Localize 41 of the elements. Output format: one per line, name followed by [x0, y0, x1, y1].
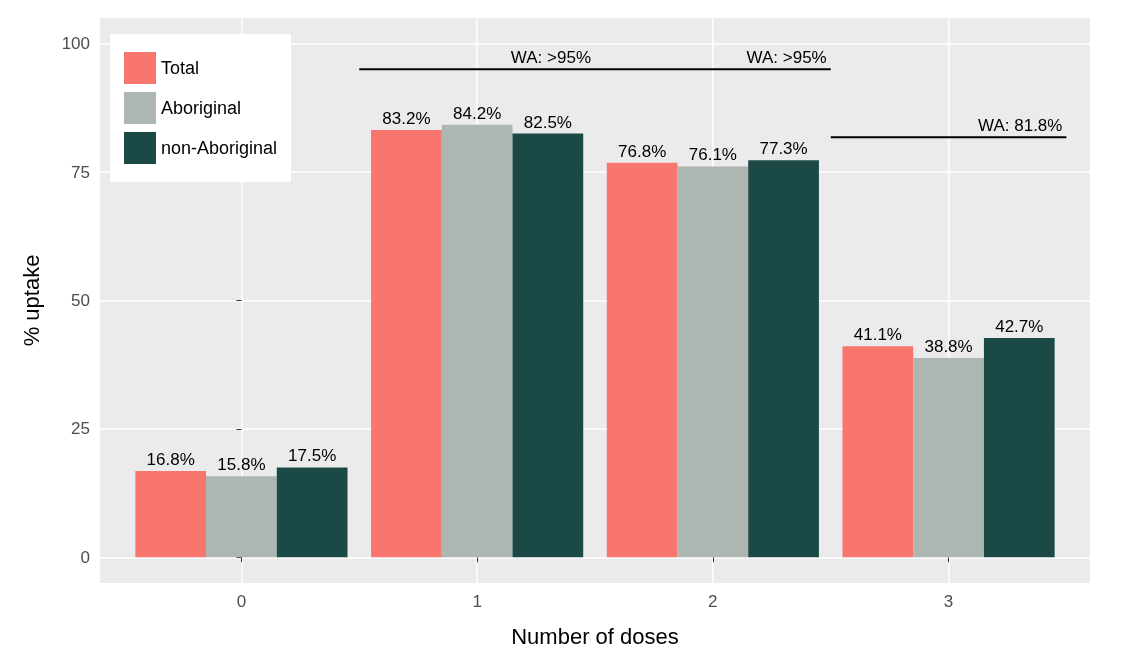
x-tick-label: 2 [708, 592, 718, 611]
y-tick-label: 25 [71, 419, 90, 439]
data-label: 84.2% [453, 103, 502, 123]
data-label: 76.8% [618, 141, 667, 161]
data-label: 76.1% [688, 145, 737, 165]
x-tick-label: 1 [472, 592, 482, 611]
legend-label: Aboriginal [161, 98, 242, 118]
legend-label: non-Aboriginal [161, 138, 278, 158]
x-axis-title: Number of doses [511, 623, 679, 649]
annotation: WA: >95% [746, 48, 827, 68]
y-tick-label: 50 [71, 291, 90, 310]
y-tick-label: 100 [61, 34, 90, 54]
y-tick-label: 0 [80, 547, 90, 567]
bar [512, 133, 584, 558]
bar [371, 129, 442, 558]
bar [606, 162, 678, 558]
data-label: 83.2% [382, 108, 431, 128]
bar [913, 358, 984, 558]
bar [206, 476, 277, 558]
data-label: 38.8% [924, 337, 973, 357]
x-tick-label: 0 [236, 592, 247, 611]
annotation: WA: >95% [510, 48, 591, 68]
legend-label: Total [161, 58, 200, 78]
annotation: WA: 81.8% [978, 116, 1063, 136]
data-label: 17.5% [288, 446, 337, 466]
bar [983, 338, 1055, 558]
bar [677, 166, 749, 558]
data-label: 82.5% [523, 112, 572, 132]
data-label: 42.7% [995, 317, 1044, 336]
y-axis-title: % uptake [18, 254, 44, 347]
data-label: 15.8% [217, 455, 266, 475]
bar [135, 471, 207, 558]
bar [441, 124, 513, 558]
data-label: 41.1% [853, 325, 902, 345]
bar [276, 467, 348, 558]
data-label: 77.3% [759, 139, 808, 159]
bar [748, 160, 819, 558]
y-tick-label: 75 [71, 162, 90, 182]
x-tick-label: 3 [943, 592, 954, 611]
data-label: 16.8% [146, 450, 195, 470]
bar [842, 346, 914, 558]
